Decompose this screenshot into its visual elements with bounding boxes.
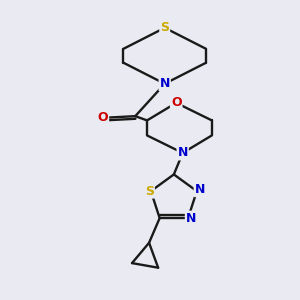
Text: S: S: [160, 21, 169, 34]
Text: N: N: [195, 183, 205, 196]
Text: O: O: [98, 111, 108, 124]
Text: O: O: [171, 96, 181, 110]
Text: N: N: [178, 146, 188, 159]
Text: S: S: [145, 184, 154, 198]
Text: N: N: [186, 212, 196, 225]
Text: N: N: [160, 77, 170, 90]
